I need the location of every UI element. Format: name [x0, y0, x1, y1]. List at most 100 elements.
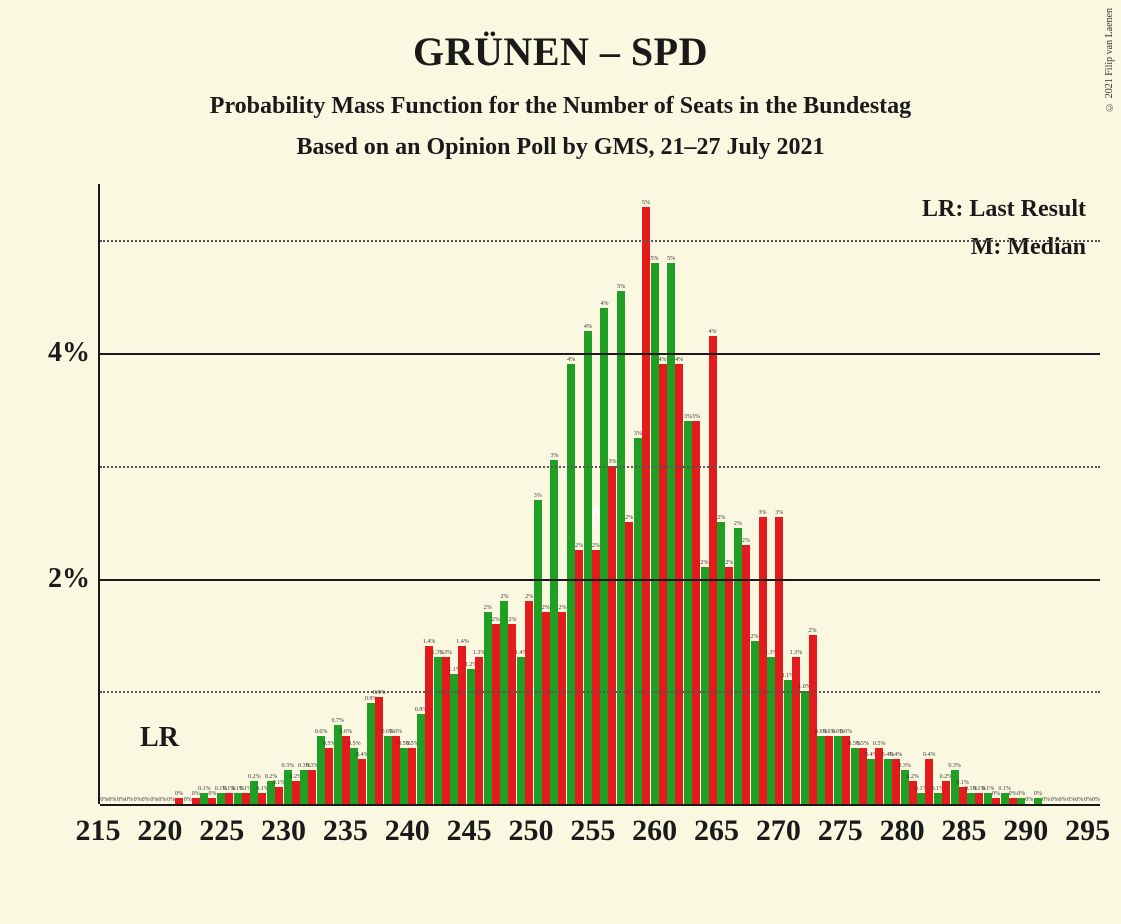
bar-green: 0.3% [951, 770, 959, 804]
bar-green: 2% [500, 601, 508, 804]
bar-label: 2% [734, 521, 742, 527]
bar-label: 3% [775, 510, 783, 516]
bar-group: 5%4% [650, 184, 667, 804]
bar-label: 0% [1092, 797, 1100, 803]
bar-red: 2% [592, 550, 600, 804]
bar-label: 0% [1067, 797, 1075, 803]
bar-red: 0.3% [308, 770, 316, 804]
bar-group: 1.4%2% [517, 184, 534, 804]
bar-group: 0.7%0.6% [333, 184, 350, 804]
gridline-minor [100, 466, 1100, 468]
bars-container: 0%0%0%0%0%0%0%0%0%0%0%0%0.1%0%0.1%0.1%0.… [100, 184, 1100, 804]
bar-group: 4%2% [567, 184, 584, 804]
bar-red: 0.2% [292, 781, 300, 804]
bar-group: 0.1%0% [1000, 184, 1017, 804]
bar-label: 2% [558, 605, 566, 611]
bar-label: 0% [175, 791, 183, 797]
bar-label: 0% [992, 791, 1000, 797]
bar-group: 0.6%0.6% [834, 184, 851, 804]
ytick-label: 4% [48, 337, 90, 369]
bar-group: 0%0% [100, 184, 117, 804]
bar-label: 4% [600, 301, 608, 307]
bar-label: 2% [592, 543, 600, 549]
bar-group: 2%2% [483, 184, 500, 804]
bar-label: 2% [542, 605, 550, 611]
bar-group: 1.2%1.3% [467, 184, 484, 804]
xtick-label: 250 [508, 814, 553, 848]
bar-label: 0% [192, 791, 200, 797]
chart-area: LR: Last Result M: Median LR M 0%0%0%0%0… [62, 184, 1100, 844]
bar-label: 2% [742, 538, 750, 544]
bar-label: 3% [692, 414, 700, 420]
bar-group: 5%4% [667, 184, 684, 804]
gridline-major [100, 353, 1100, 355]
bar-green: 0.4% [884, 759, 892, 804]
bar-label: 2% [809, 628, 817, 634]
bar-group: 0%0% [167, 184, 184, 804]
bar-group: 2%2% [500, 184, 517, 804]
xtick-label: 260 [632, 814, 677, 848]
bar-label: 4% [709, 329, 717, 335]
bar-label: 5% [651, 256, 659, 262]
bar-green: 2% [734, 528, 742, 804]
plot-area: LR: Last Result M: Median LR M 0%0%0%0%0… [98, 184, 1100, 804]
bar-group: 0.5%0.4% [350, 184, 367, 804]
bar-red: 4% [709, 336, 717, 804]
bar-red: 0.1% [242, 793, 250, 804]
xtick-label: 295 [1065, 814, 1110, 848]
bar-group: 0.3%0.2% [900, 184, 917, 804]
gridline-minor [100, 240, 1100, 242]
xtick-label: 255 [570, 814, 615, 848]
gridline-minor [100, 691, 1100, 693]
bar-label: 0.3% [898, 763, 911, 769]
bar-red: 0.5% [325, 748, 333, 804]
bar-green: 1.1% [784, 680, 792, 804]
bar-group: 0%0% [1017, 184, 1034, 804]
bar-label: 0.2% [248, 774, 261, 780]
xtick-label: 270 [756, 814, 801, 848]
bar-label: 0% [1075, 797, 1083, 803]
bar-red: 2% [558, 612, 566, 804]
bar-green: 0.5% [400, 748, 408, 804]
bar-green: 0.6% [817, 736, 825, 804]
bar-label: 0.3% [281, 763, 294, 769]
bar-group: 0.5%0.5% [850, 184, 867, 804]
xtick-label: 235 [323, 814, 368, 848]
bar-group: 0.1%0.1% [967, 184, 984, 804]
bar-group: 3%2% [533, 184, 550, 804]
bar-label: 2% [500, 594, 508, 600]
bar-group: 0.6%0.6% [817, 184, 834, 804]
bar-group: 1.1%1.3% [784, 184, 801, 804]
xtick-label: 245 [447, 814, 492, 848]
xtick-label: 265 [694, 814, 739, 848]
bar-label: 3% [634, 431, 642, 437]
bar-green: 2% [701, 567, 709, 804]
bar-green: 5% [651, 263, 659, 804]
bar-group: 3%3% [684, 184, 701, 804]
bar-red: 5% [642, 207, 650, 804]
bar-group: 0.4%0.4% [884, 184, 901, 804]
bar-red: 3% [759, 517, 767, 804]
xtick-label: 215 [76, 814, 121, 848]
bar-green: 0.1% [917, 793, 925, 804]
bar-label: 0% [142, 797, 150, 803]
bar-group: 3%5% [634, 184, 651, 804]
bar-label: 3% [684, 414, 692, 420]
bar-green: 4% [600, 308, 608, 804]
bar-group: 2%4% [700, 184, 717, 804]
bar-red: 1.3% [442, 657, 450, 804]
bar-label: 0% [1059, 797, 1067, 803]
bar-red: 0.4% [358, 759, 366, 804]
bar-green: 1.1% [450, 674, 458, 804]
bar-label: 2% [751, 634, 759, 640]
bar-group: 0%0% [117, 184, 134, 804]
bar-green: 0.1% [200, 793, 208, 804]
bar-label: 0% [184, 797, 192, 803]
bar-red: 2% [542, 612, 550, 804]
bar-green: 0.3% [300, 770, 308, 804]
titles: GRÜNEN – SPD Probability Mass Function f… [0, 0, 1121, 161]
bar-group: 0%0% [1050, 184, 1067, 804]
copyright-text: © 2021 Filip van Laenen [1104, 8, 1115, 112]
bar-green: 1.2% [467, 669, 475, 804]
bar-green: 2% [717, 522, 725, 804]
